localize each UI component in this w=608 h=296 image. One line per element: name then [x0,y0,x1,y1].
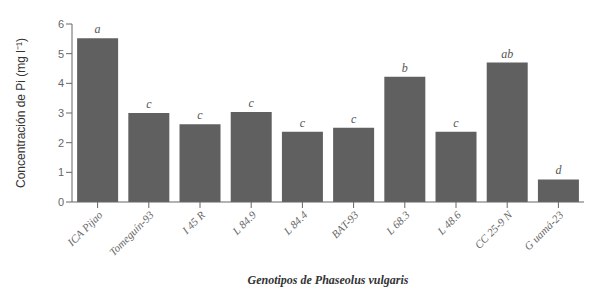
svg-text:b: b [402,61,408,75]
svg-text:1: 1 [58,166,64,178]
svg-text:Tomeguín-93: Tomeguín-93 [107,208,157,258]
svg-text:CC 25-9 N: CC 25-9 N [472,208,515,251]
svg-text:Genotipos de Phaseolus vulgari: Genotipos de Phaseolus vulgaris [247,273,408,287]
svg-text:Concentración de Pi (mg l⁻¹): Concentración de Pi (mg l⁻¹) [14,38,28,188]
svg-text:BAT-93: BAT-93 [329,208,361,240]
svg-text:0: 0 [58,196,64,208]
svg-text:G uamá-23: G uamá-23 [522,208,566,252]
svg-text:a: a [95,22,101,36]
svg-text:5: 5 [58,48,64,60]
svg-text:c: c [453,116,459,130]
svg-text:L 84.4: L 84.4 [281,208,310,237]
svg-text:L 84.9: L 84.9 [229,208,258,237]
svg-text:2: 2 [58,137,64,149]
svg-text:3: 3 [58,107,64,119]
svg-text:6: 6 [58,18,64,30]
svg-text:c: c [249,96,255,110]
svg-text:4: 4 [58,77,64,89]
svg-text:L 48.6: L 48.6 [434,208,463,237]
svg-text:ICA Pijao: ICA Pijao [64,208,105,249]
svg-text:c: c [146,97,152,111]
svg-text:L 68.3: L 68.3 [383,208,412,237]
svg-text:ab: ab [501,47,513,61]
svg-text:c: c [351,112,357,126]
svg-text:I 45 R: I 45 R [179,208,207,236]
svg-text:c: c [197,108,203,122]
svg-text:c: c [300,116,306,130]
svg-text:d: d [555,163,562,177]
